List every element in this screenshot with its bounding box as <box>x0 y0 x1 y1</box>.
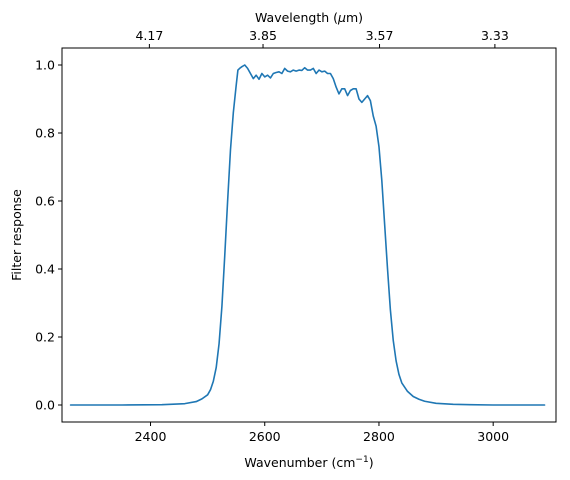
series-line <box>69 64 546 406</box>
x-tick-label: 2400 <box>135 429 167 444</box>
plot-frame <box>61 47 557 423</box>
plot-area <box>62 48 556 422</box>
x-tick-label: 2600 <box>249 429 281 444</box>
y-tick-label: 0.6 <box>35 194 55 209</box>
x-axis-title-sup: −1 <box>355 455 368 465</box>
top-tick-label: 4.17 <box>135 28 163 43</box>
x-axis-title-text: Wavenumber (cm <box>244 455 355 470</box>
top-tick-label: 3.85 <box>249 28 277 43</box>
top-tick-label: 3.33 <box>481 28 509 43</box>
y-tick-label: 1.0 <box>35 58 55 73</box>
y-tick-label: 0.0 <box>35 398 55 413</box>
x-axis: 2400 2600 2800 3000 <box>135 422 509 444</box>
y-tick-label: 0.4 <box>35 262 55 277</box>
x-axis-title: Wavenumber (cm−1) <box>244 455 373 470</box>
x-tick-label: 3000 <box>477 429 509 444</box>
top-x-axis-title-text: Wavelength ( <box>255 10 338 25</box>
y-axis: 0.0 0.2 0.4 0.6 0.8 1.0 <box>35 58 62 413</box>
top-x-axis-title-mu: μ <box>337 10 346 25</box>
series-layer <box>69 64 546 406</box>
x-tick-label: 2800 <box>363 429 395 444</box>
top-x-axis-title-close: m) <box>346 10 363 25</box>
top-x-axis-title: Wavelength (μm) <box>255 10 363 25</box>
top-tick-label: 3.57 <box>366 28 394 43</box>
y-axis-title: Filter response <box>9 189 24 281</box>
top-x-axis: 4.17 3.85 3.57 3.33 <box>135 28 509 48</box>
x-axis-title-close: ) <box>369 455 374 470</box>
y-tick-label: 0.2 <box>35 330 55 345</box>
y-tick-label: 0.8 <box>35 126 55 141</box>
